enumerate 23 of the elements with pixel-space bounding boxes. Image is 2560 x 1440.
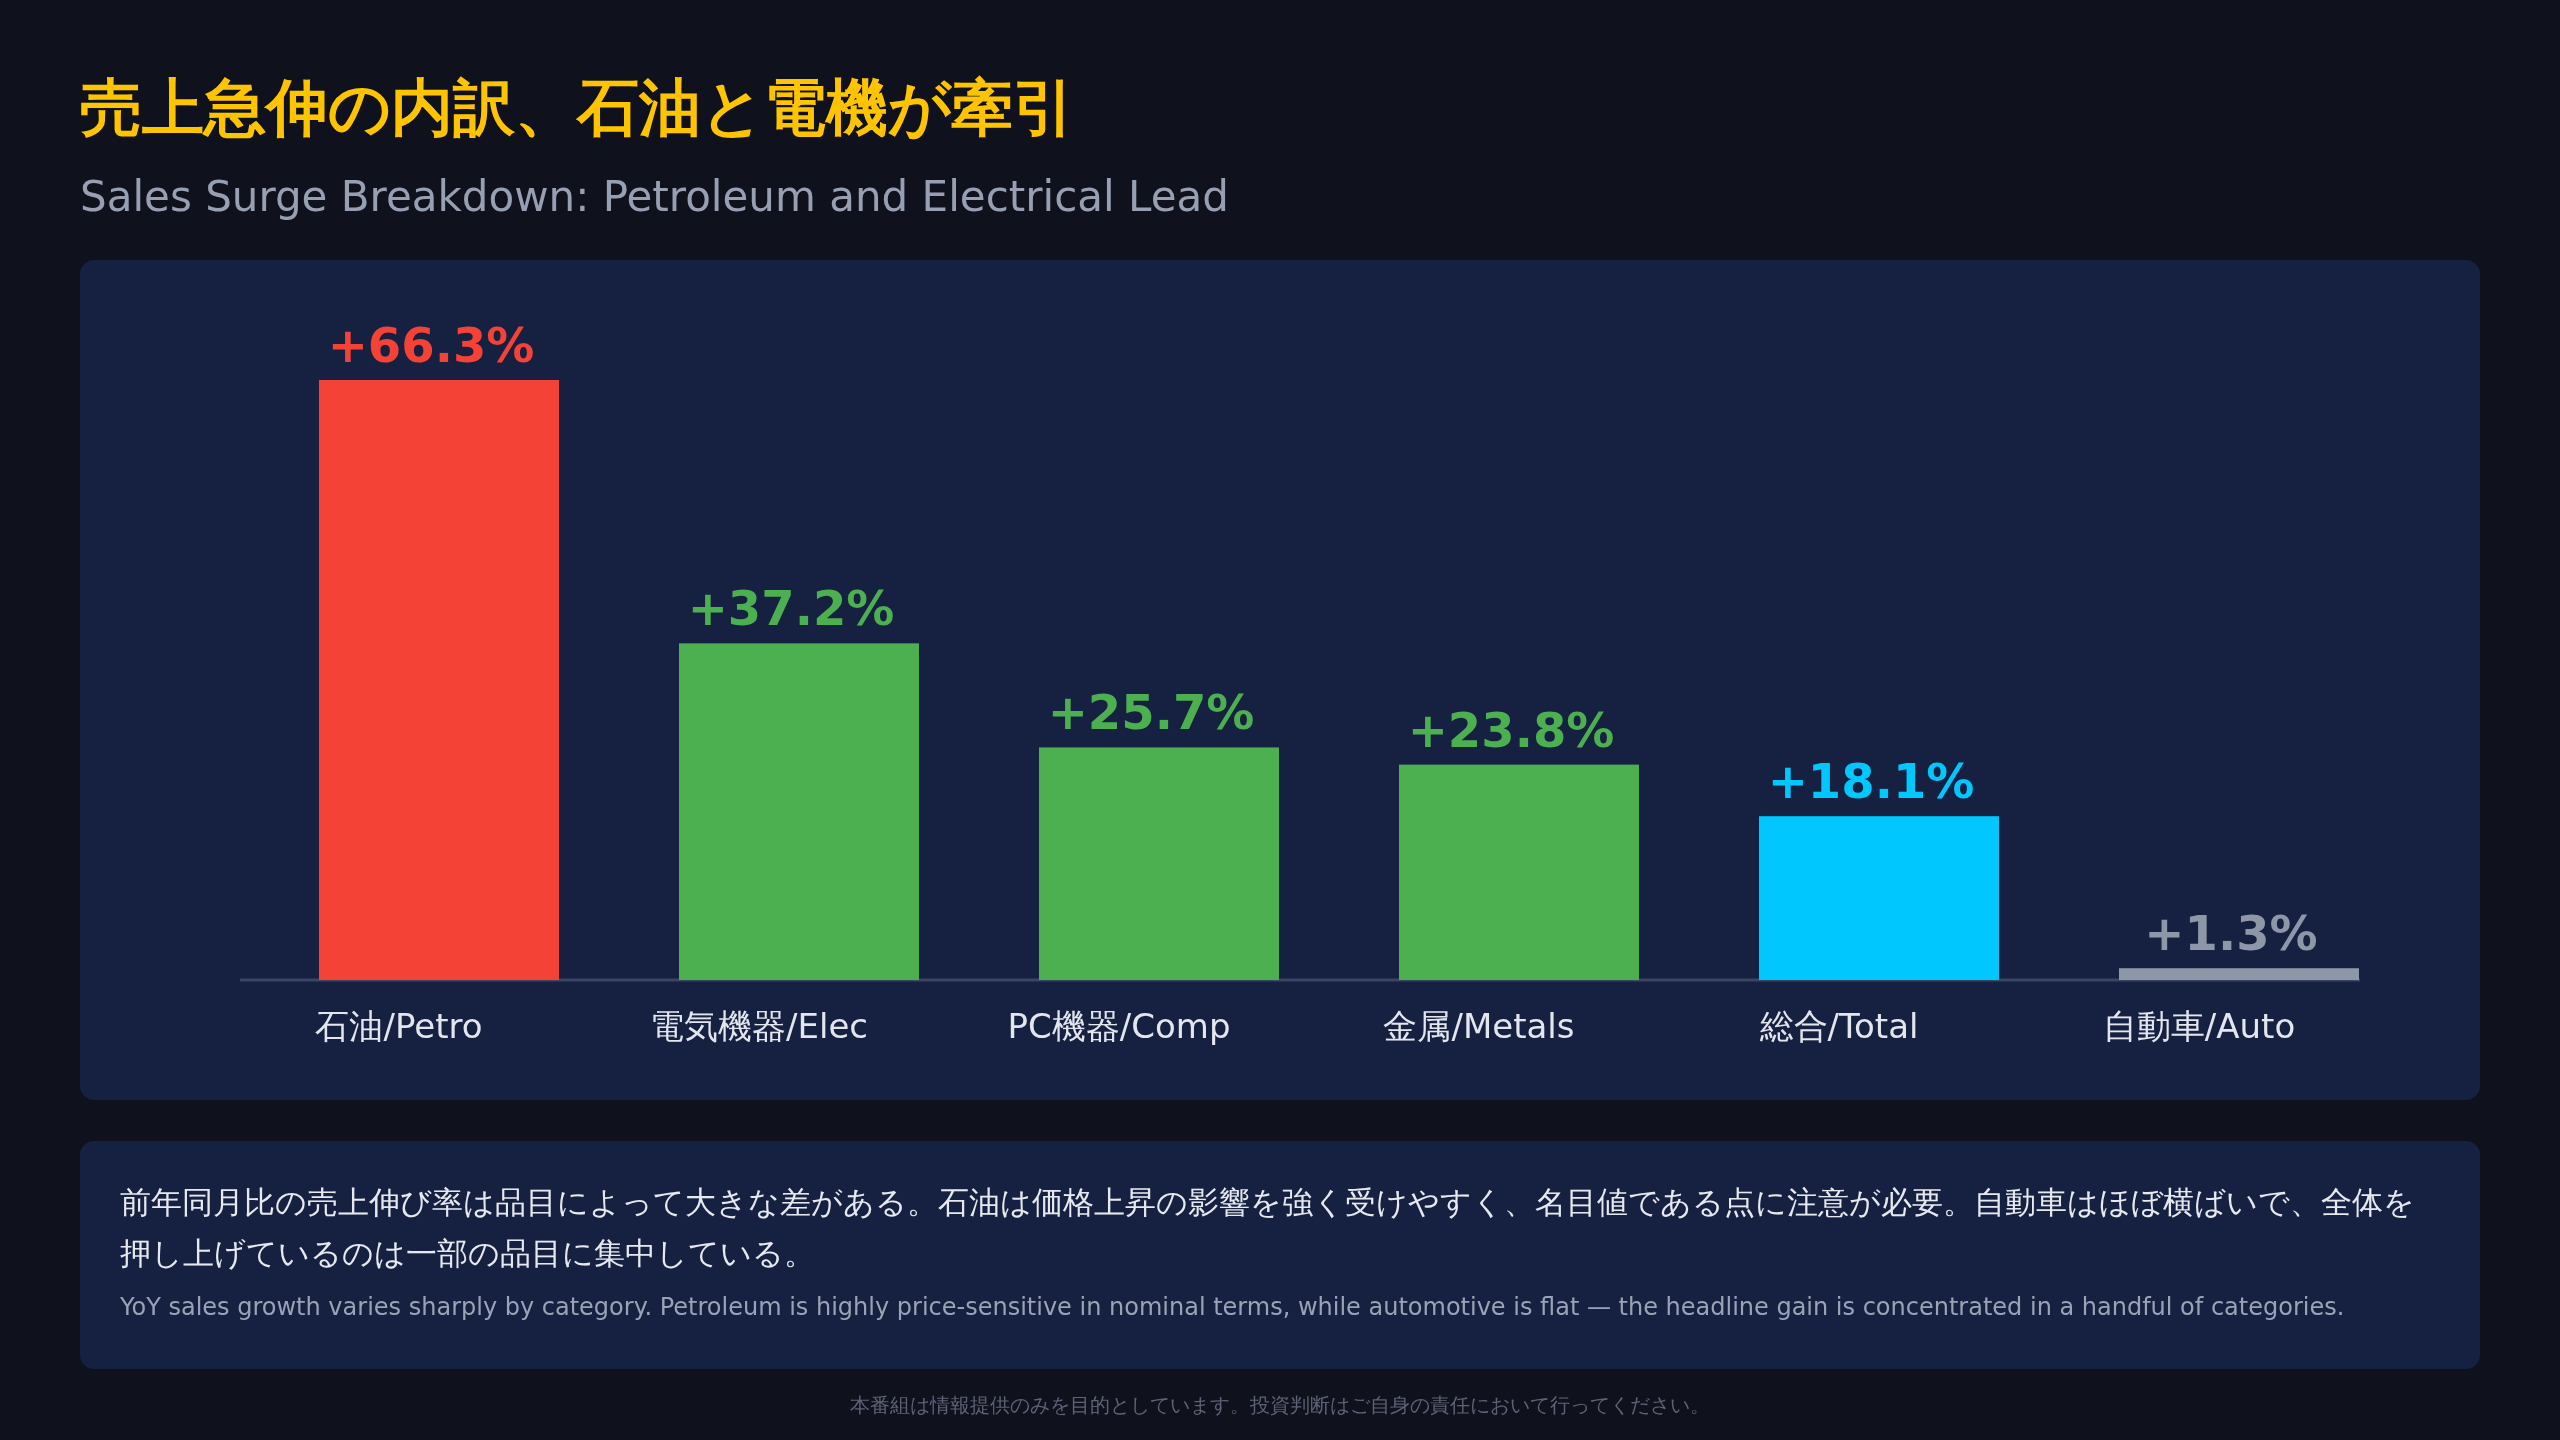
x-tick-label: PC機器/Comp — [1007, 1006, 1231, 1046]
data-label: +66.3% — [327, 317, 535, 373]
bar — [2119, 968, 2359, 980]
text: YoY sales growth varies sharply by category. Petroleum is highly price-sensitive in nominal terms, while automotive is flat — the headline gain is concentrated in a handful of categories. — [120, 1293, 2346, 1322]
data-label: +37.2% — [687, 580, 895, 637]
data-label: +23.8% — [1407, 701, 1615, 758]
x-tick-label: 石油/Petro — [315, 1006, 483, 1046]
text: 本番組は情報提供のみを目的としています。投資判断はご自身の責任において行ってください。 — [849, 1392, 1711, 1419]
bar — [319, 380, 559, 980]
x-tick-label: 電気機器/Elec — [650, 1006, 868, 1046]
bar — [1399, 764, 1639, 980]
x-tick-label: 金属/Metals — [1383, 1006, 1575, 1046]
data-label: +25.7% — [1047, 684, 1255, 741]
data-label: +18.1% — [1767, 753, 1975, 810]
bar — [1759, 816, 1999, 980]
bar — [1039, 747, 1279, 980]
text: 前年同月比の売上伸び率は品目によって大きな差がある。石油は価格上昇の影響を強く受けやすく、名目値である点に注意が必要。自動車はほぼ横ばいで、全体を押し上げているのは一部の品目に集中している。 — [120, 1183, 2416, 1274]
chart-subtitle: Sales Surge Breakdown: Petroleum and Electrical Lead — [80, 172, 1229, 221]
bar — [679, 643, 919, 980]
chart-title: 売上急伸の内訳、石油と電機が牽引 — [80, 70, 1075, 146]
x-tick-label: 総合/Total — [1758, 1006, 1919, 1046]
data-label: +1.3% — [2144, 905, 2318, 962]
x-tick-label: 自動車/Auto — [2102, 1006, 2296, 1046]
